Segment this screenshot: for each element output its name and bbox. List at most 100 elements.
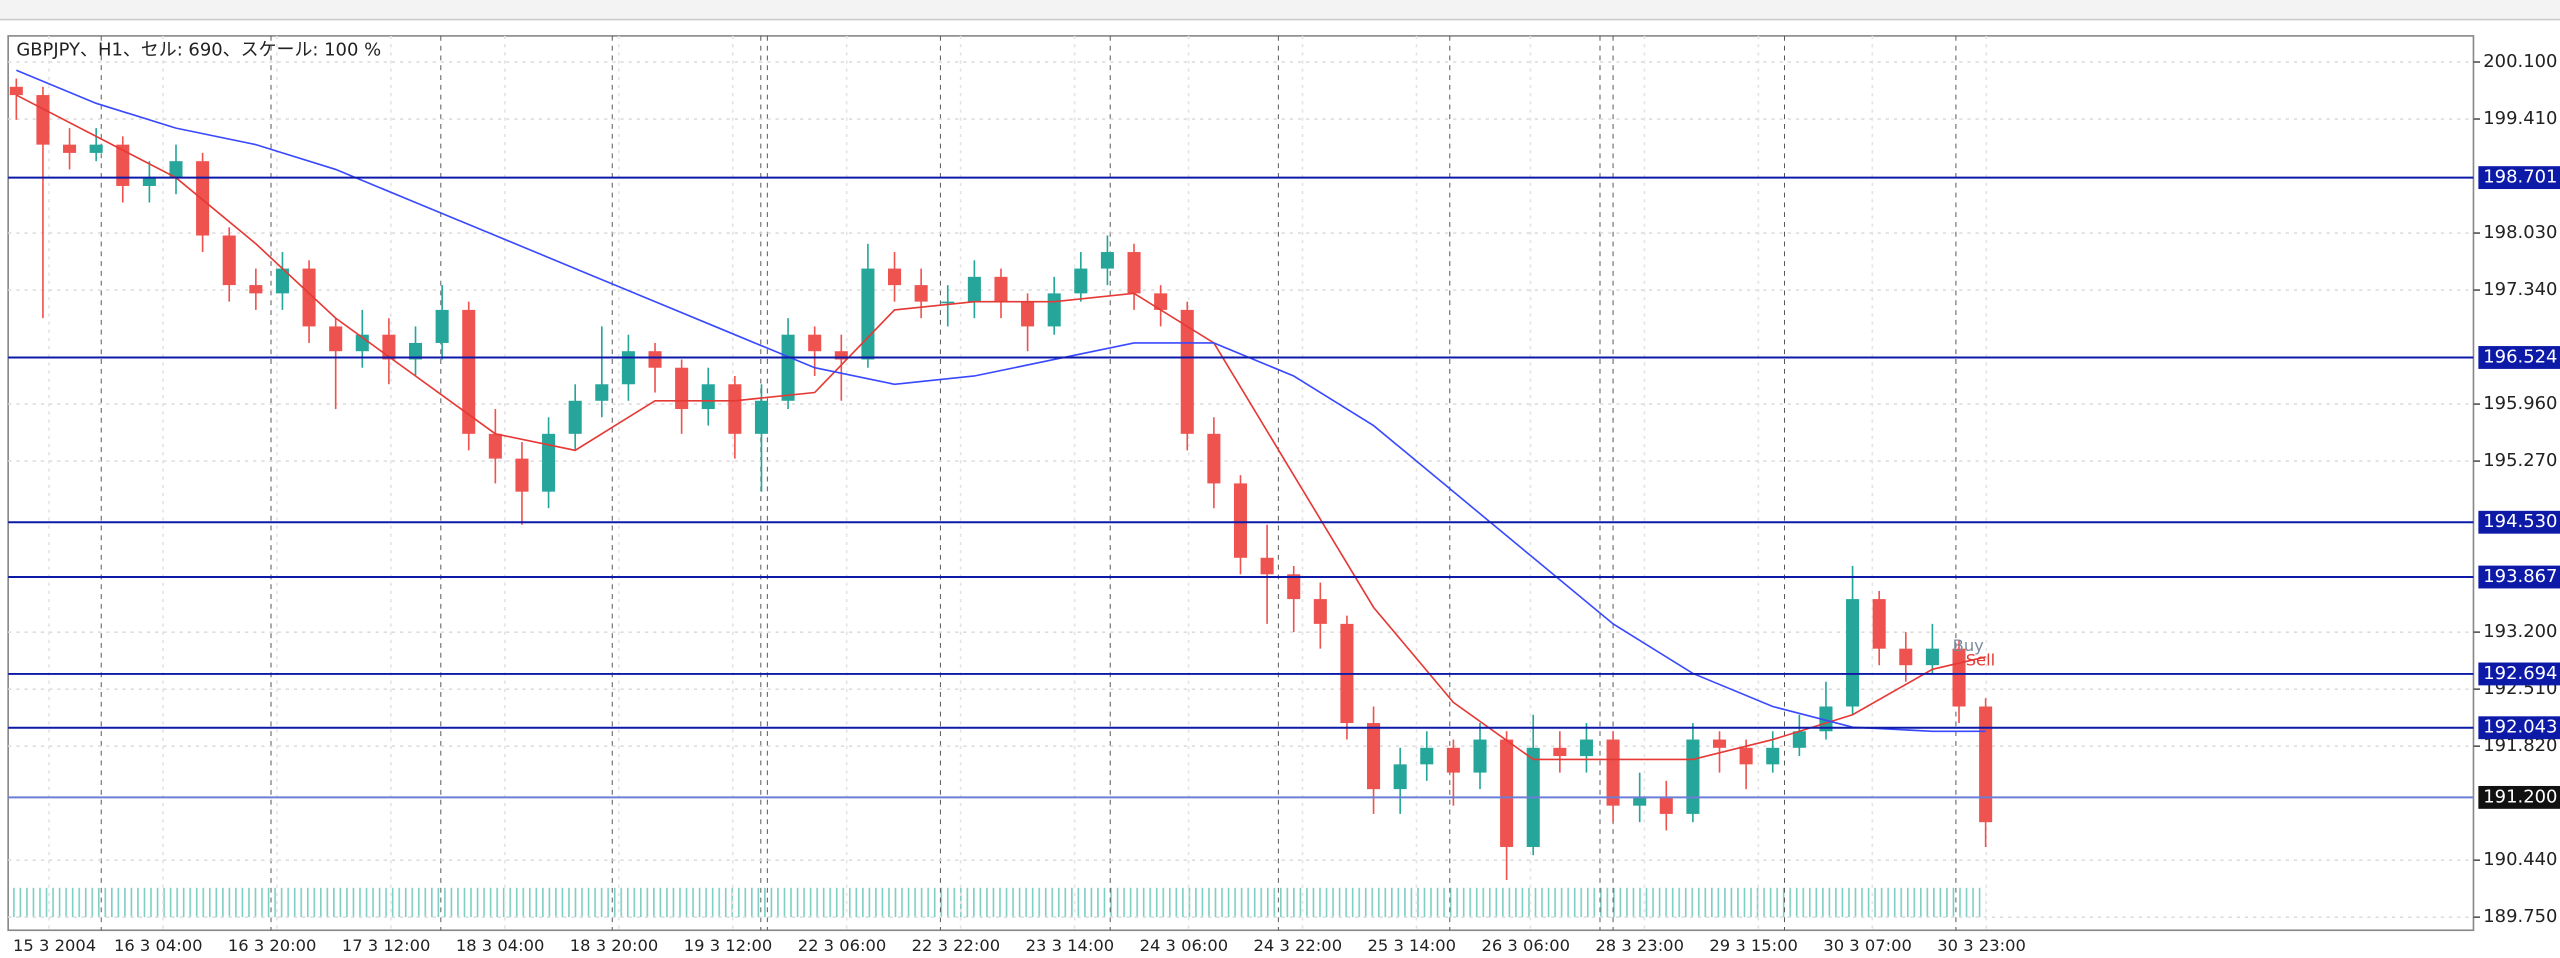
candle-body <box>1579 739 1593 757</box>
candle-body <box>1846 599 1860 707</box>
level-label-box <box>2478 346 2560 369</box>
candle-body <box>1792 731 1806 748</box>
level-label: 191.200 <box>2483 786 2557 807</box>
candle-body <box>116 144 130 186</box>
y-tick-label: 189.750 <box>2483 906 2557 927</box>
level-label-box <box>2478 662 2560 686</box>
y-tick-label: 198.030 <box>2483 222 2557 243</box>
x-tick-label: 28 3 23:00 <box>1595 936 1684 955</box>
candle-body <box>1872 599 1886 649</box>
y-tick-label: 195.960 <box>2483 393 2557 414</box>
candle-body <box>1739 747 1753 765</box>
level-label: 193.867 <box>2483 566 2557 587</box>
candle-body <box>834 351 848 360</box>
candle-body <box>967 276 981 302</box>
candle-body <box>1553 747 1567 757</box>
candle-body <box>302 268 316 327</box>
candle-body <box>1473 739 1487 773</box>
candle-body <box>1367 723 1381 790</box>
y-tick-label: 197.340 <box>2483 279 2557 300</box>
x-tick-label: 23 3 14:00 <box>1026 936 1115 955</box>
candle-body <box>1899 648 1913 666</box>
candle-body <box>488 433 502 459</box>
candle-body <box>462 309 476 434</box>
candle-body <box>222 235 236 286</box>
x-tick-label: 25 3 14:00 <box>1368 936 1457 955</box>
y-tick-label: 193.200 <box>2483 621 2557 642</box>
toolbar[interactable] <box>0 0 2560 20</box>
candle-body <box>808 334 822 352</box>
x-tick-label: 24 3 22:00 <box>1254 936 1343 955</box>
candle-body <box>275 268 289 294</box>
candle-body <box>1606 739 1620 806</box>
level-label-box <box>2478 510 2560 534</box>
candle-body <box>728 384 742 434</box>
chart-title: GBPJPY、H1、セル: 690、スケール: 100 % <box>16 40 381 61</box>
trade-annotation: Sell <box>1966 650 1995 669</box>
candle-body <box>1420 747 1434 765</box>
candle-body <box>1100 252 1114 269</box>
candle-body <box>408 342 423 360</box>
x-tick-label: 17 3 12:00 <box>342 936 431 955</box>
candle-body <box>435 309 449 343</box>
level-label: 194.530 <box>2483 511 2557 532</box>
candle-body <box>648 351 662 368</box>
candle-body <box>914 285 928 302</box>
x-tick-label: 15 3 2004 <box>13 936 96 955</box>
level-label: 192.043 <box>2483 717 2557 738</box>
candle-body <box>1180 309 1194 434</box>
candle-body <box>1712 739 1727 748</box>
candle-body <box>1313 599 1327 624</box>
candle-body <box>169 161 183 178</box>
level-label: 198.701 <box>2483 167 2557 188</box>
candle-body <box>1979 706 1993 823</box>
x-tick-label: 16 3 04:00 <box>114 936 203 955</box>
candle-body <box>382 334 396 360</box>
candle-body <box>1393 764 1407 790</box>
candle-body <box>1500 739 1514 847</box>
candle-body <box>1659 797 1673 814</box>
x-tick-label: 30 3 07:00 <box>1823 936 1912 955</box>
level-label: 192.694 <box>2483 663 2557 684</box>
candle-body <box>754 400 768 434</box>
candle-body <box>1633 797 1647 806</box>
candle-body <box>1686 739 1700 814</box>
marks <box>8 69 2474 881</box>
x-tick-label: 29 3 15:00 <box>1709 936 1798 955</box>
candle-body <box>1819 706 1833 732</box>
x-tick-label: 22 3 22:00 <box>912 936 1001 955</box>
candle-body <box>89 144 103 153</box>
candle-body <box>1260 557 1274 575</box>
level-label-box <box>2478 166 2560 190</box>
candle-body <box>595 384 609 401</box>
x-tick-label: 24 3 06:00 <box>1140 936 1229 955</box>
y-tick-label: 191.820 <box>2483 735 2557 756</box>
candle-body <box>515 458 529 492</box>
candle-body <box>63 144 77 153</box>
candle-body <box>329 326 343 352</box>
y-tick-label: 190.440 <box>2483 849 2557 870</box>
candle-body <box>621 351 635 385</box>
x-tick-label: 18 3 20:00 <box>570 936 659 955</box>
candle-body <box>1154 293 1168 310</box>
level-label-box <box>2478 716 2560 740</box>
y-tick-label: 200.100 <box>2483 51 2557 72</box>
candle-body <box>1074 268 1088 294</box>
x-tick-label: 18 3 04:00 <box>456 936 545 955</box>
candle-body <box>701 384 715 410</box>
candle-body <box>888 268 902 286</box>
moving-average <box>16 69 1986 733</box>
candle-body <box>1047 293 1061 327</box>
candle-body <box>941 301 955 304</box>
volume-bars <box>13 887 1986 918</box>
candle-body <box>196 161 210 236</box>
candle-body <box>1207 433 1221 484</box>
x-tick-label: 26 3 06:00 <box>1481 936 1570 955</box>
moving-average <box>15 94 1986 761</box>
candle-body <box>1952 648 1966 707</box>
candle-body <box>36 95 50 145</box>
candle-body <box>1925 648 1939 666</box>
candle-body <box>1127 252 1141 294</box>
x-tick-label: 16 3 20:00 <box>228 936 317 955</box>
level-label-box <box>2478 565 2560 589</box>
